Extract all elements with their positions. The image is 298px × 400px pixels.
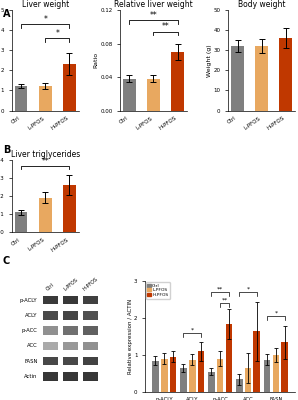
Bar: [226, 324, 232, 392]
Bar: [231, 46, 244, 110]
Bar: [273, 355, 279, 392]
Bar: [217, 359, 224, 392]
Text: ACC: ACC: [27, 343, 38, 348]
Bar: [63, 185, 76, 232]
Bar: [236, 379, 243, 392]
Title: Liver triglycerides: Liver triglycerides: [11, 150, 80, 159]
Bar: [83, 372, 98, 380]
Bar: [43, 326, 58, 335]
Bar: [280, 38, 292, 110]
Text: Actin: Actin: [24, 374, 38, 379]
Text: *: *: [274, 311, 277, 316]
Bar: [63, 64, 76, 110]
Title: Body weight: Body weight: [238, 0, 285, 9]
Bar: [43, 311, 58, 320]
Legend: Ctrl, L-PFOS, H-PFOS: Ctrl, L-PFOS, H-PFOS: [146, 282, 170, 298]
Bar: [83, 311, 98, 320]
Text: p-ACC: p-ACC: [21, 328, 38, 333]
Text: L-PFOS: L-PFOS: [63, 277, 79, 291]
Text: ACLY: ACLY: [25, 313, 38, 318]
Bar: [255, 46, 268, 110]
Bar: [39, 198, 52, 232]
Bar: [180, 368, 187, 392]
Bar: [198, 352, 204, 392]
Y-axis label: Ratio: Ratio: [94, 52, 99, 68]
Bar: [208, 372, 215, 392]
Bar: [63, 326, 78, 335]
Bar: [43, 357, 58, 365]
Title: Relative liver weight: Relative liver weight: [114, 0, 193, 9]
Text: Ctrl: Ctrl: [46, 282, 56, 291]
Text: C: C: [3, 256, 10, 266]
Bar: [63, 357, 78, 365]
Bar: [245, 368, 252, 392]
Bar: [189, 360, 195, 392]
Bar: [63, 372, 78, 380]
Text: *: *: [190, 328, 194, 332]
Text: *: *: [44, 14, 47, 24]
Text: **: **: [150, 10, 157, 20]
Text: B: B: [3, 145, 10, 155]
Bar: [83, 326, 98, 335]
Text: *: *: [246, 287, 249, 292]
Text: H-PFOS: H-PFOS: [82, 276, 99, 291]
Bar: [83, 357, 98, 365]
Text: **: **: [162, 22, 169, 31]
Title: Liver weight: Liver weight: [22, 0, 69, 9]
Bar: [43, 342, 58, 350]
Bar: [171, 52, 184, 110]
Bar: [254, 331, 260, 392]
Bar: [281, 342, 288, 392]
Bar: [170, 357, 176, 392]
Text: *: *: [55, 29, 59, 38]
Bar: [123, 79, 136, 110]
Bar: [264, 360, 271, 392]
Bar: [15, 212, 27, 232]
Bar: [83, 342, 98, 350]
Bar: [152, 361, 159, 392]
Bar: [43, 372, 58, 380]
Bar: [63, 296, 78, 304]
Bar: [83, 296, 98, 304]
Text: **: **: [41, 157, 49, 166]
Text: A: A: [3, 9, 10, 19]
Text: **: **: [221, 298, 228, 303]
Bar: [63, 342, 78, 350]
Y-axis label: Relative expression / ACTIN: Relative expression / ACTIN: [128, 299, 133, 374]
Text: p-ACLY: p-ACLY: [20, 298, 38, 302]
Bar: [15, 86, 27, 110]
Bar: [43, 296, 58, 304]
Text: FASN: FASN: [24, 359, 38, 364]
Bar: [39, 86, 52, 110]
Bar: [161, 359, 167, 392]
Y-axis label: Weight (g): Weight (g): [207, 44, 212, 77]
Text: **: **: [217, 287, 223, 292]
Bar: [63, 311, 78, 320]
Bar: [147, 79, 160, 110]
